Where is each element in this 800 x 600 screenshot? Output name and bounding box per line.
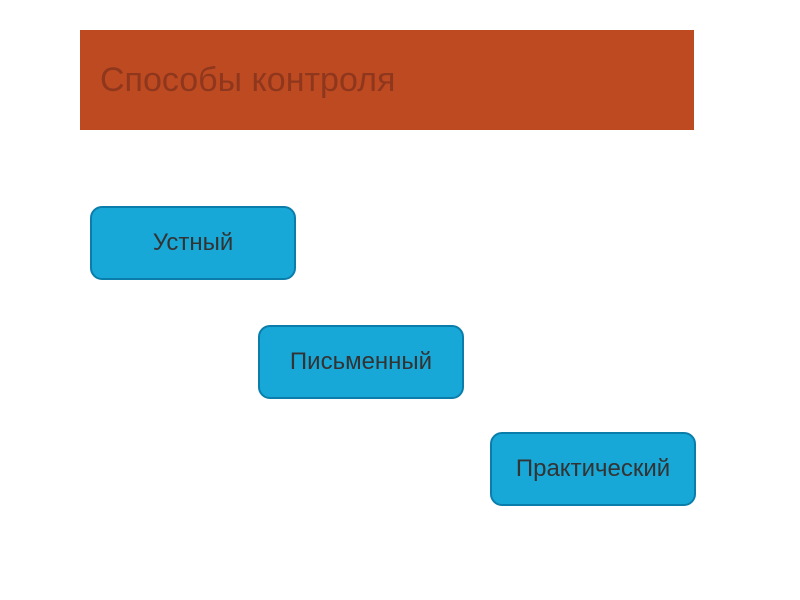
box-practical-label: Практический [516,455,670,483]
box-written-label: Письменный [290,348,432,376]
title-text: Способы контроля [100,61,395,100]
box-written: Письменный [258,325,464,399]
box-oral: Устный [90,206,296,280]
box-practical: Практический [490,432,696,506]
box-oral-label: Устный [153,229,234,257]
title-bar: Способы контроля [80,30,694,130]
